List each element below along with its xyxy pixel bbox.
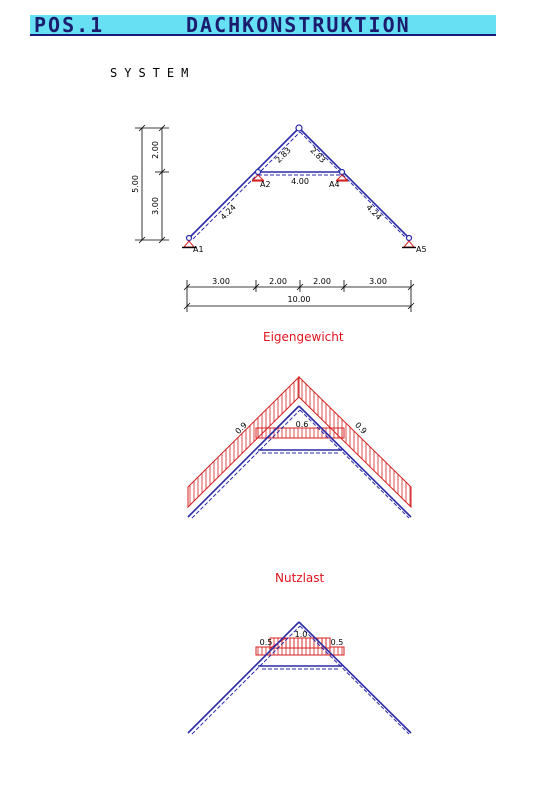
dim-height-lower: 3.00	[151, 197, 160, 215]
member-dashes	[192, 131, 408, 240]
position-number: POS.1	[34, 13, 105, 37]
len-left-upper: 2.83	[274, 146, 293, 165]
system-structure: 2.00 3.00 5.00 4.24 2.83 2.83 4.24 4.00	[131, 124, 427, 312]
live-load-right	[329, 646, 345, 656]
dim-span-1: 3.00	[212, 277, 230, 286]
support-A4	[335, 168, 349, 182]
len-right-lower: 4.24	[364, 203, 383, 222]
page-title: DACHKONSTRUKTION	[186, 13, 411, 37]
support-A1	[182, 234, 196, 249]
live-load-structure	[187, 621, 412, 734]
len-right-upper: 2.83	[308, 146, 327, 165]
node-label-A2: A2	[260, 180, 271, 189]
dead-load-structure	[187, 405, 412, 518]
tie-load	[255, 427, 345, 439]
rafter-load-left	[187, 375, 300, 509]
rafter-load-right	[298, 375, 412, 509]
dead-load-diagram: 0.9 0.9 0.6	[187, 375, 412, 519]
dim-total-span: 10.00	[288, 295, 311, 304]
support-A5	[402, 234, 416, 249]
vertical-dimensions	[135, 124, 169, 244]
live-load-title: Nutzlast	[275, 571, 325, 585]
dim-span-2: 2.00	[269, 277, 287, 286]
title-bar	[30, 15, 496, 36]
dead-load-value-tie: 0.6	[296, 420, 309, 429]
system-heading: SYSTEM	[110, 66, 196, 80]
live-load-value-right: 0.5	[331, 638, 344, 647]
node-label-A4: A4	[329, 180, 340, 189]
support-A2	[251, 168, 265, 182]
node-label-A1: A1	[193, 245, 204, 254]
dim-height-upper: 2.00	[151, 141, 160, 159]
horizontal-dimensions	[183, 280, 415, 312]
apex-hinge	[295, 124, 303, 132]
dim-span-3: 2.00	[313, 277, 331, 286]
dim-height-total: 5.00	[131, 175, 140, 193]
live-load-diagram: 0.5 1.0 0.5	[187, 621, 412, 735]
node-label-A5: A5	[416, 245, 427, 254]
live-load-value-left: 0.5	[260, 638, 273, 647]
live-load-value-middle: 1.0	[295, 630, 308, 639]
len-tie: 4.00	[291, 177, 309, 186]
dim-span-4: 3.00	[369, 277, 387, 286]
dead-load-title: Eigengewicht	[263, 330, 344, 344]
members	[188, 127, 410, 239]
